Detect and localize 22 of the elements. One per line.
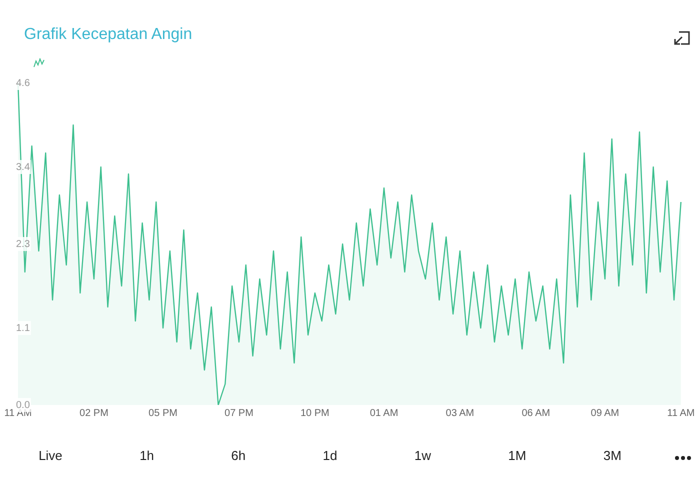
x-tick-label: 02 PM bbox=[80, 408, 108, 419]
x-tick-label: 11 AM bbox=[667, 408, 695, 419]
x-tick-label: 09 AM bbox=[590, 408, 620, 419]
text: 6h bbox=[231, 448, 246, 463]
text: Live bbox=[38, 448, 62, 463]
y-tick-label: 1.1 bbox=[16, 322, 30, 334]
x-tick-label: 06 AM bbox=[522, 408, 550, 419]
text: 1h bbox=[140, 448, 154, 463]
y-tick-label: 4.6 bbox=[16, 78, 30, 89]
x-tick-label: 10 PM bbox=[300, 408, 330, 419]
text: 1w bbox=[414, 448, 432, 463]
text: 3M bbox=[603, 448, 622, 463]
y-tick-label: 2.3 bbox=[16, 238, 30, 250]
x-tick-label: 07 PM bbox=[224, 408, 254, 419]
x-tick-label: 01 AM bbox=[370, 408, 398, 419]
x-tick-label: 03 AM bbox=[446, 408, 474, 419]
y-tick-label: 3.4 bbox=[16, 162, 30, 173]
y-tick-label: 0.0 bbox=[16, 400, 30, 411]
text: 1M bbox=[508, 448, 526, 463]
x-tick-label: 05 PM bbox=[148, 408, 178, 419]
chart-title: Grafik Kecepatan Angin bbox=[24, 26, 192, 44]
text: 1d bbox=[322, 448, 338, 463]
